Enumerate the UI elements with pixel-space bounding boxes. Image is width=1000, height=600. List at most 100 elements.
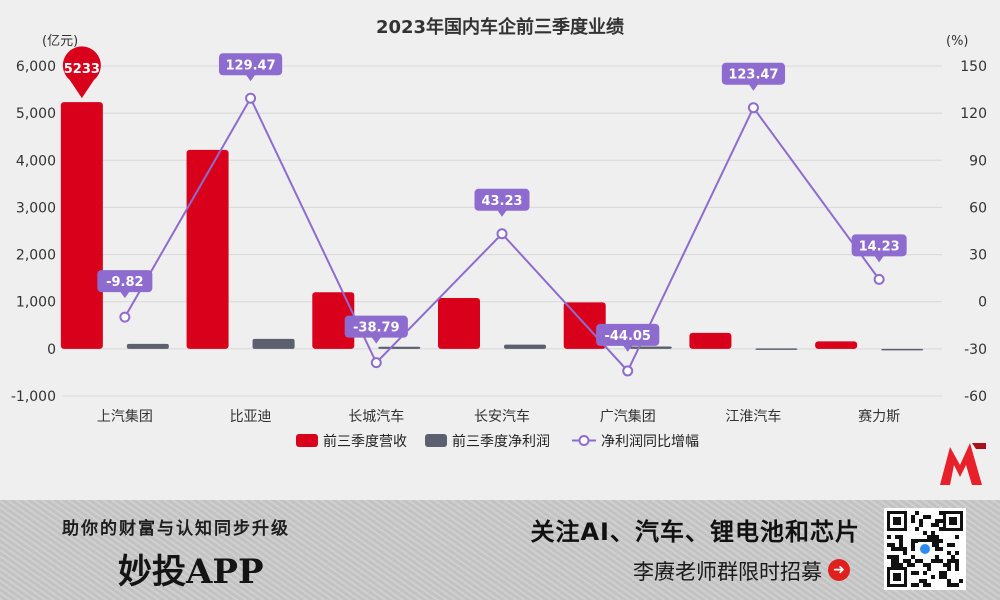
left-tick-label: 3,000	[16, 200, 56, 216]
right-tick-label: 150	[960, 59, 987, 75]
left-tick-label: 6,000	[16, 59, 56, 75]
right-tick-label: -30	[964, 342, 987, 358]
bars-layer	[60, 102, 924, 351]
data-label-pointer	[622, 344, 633, 352]
callout-layer: 5233	[62, 46, 101, 99]
line-layer	[119, 92, 885, 377]
data-label-box	[851, 234, 907, 257]
bar-revenue	[815, 341, 858, 349]
bar-revenue	[186, 149, 229, 349]
data-label-pointer	[245, 74, 256, 82]
bar-revenue	[312, 292, 355, 349]
data-label-box	[344, 315, 408, 338]
data-label-text: 43.23	[481, 194, 522, 209]
left-tick-label: 2,000	[16, 248, 56, 264]
category-label: 比亚迪	[230, 409, 272, 425]
data-label-text: 123.47	[728, 68, 778, 83]
bar-revenue	[689, 332, 732, 349]
legend-profit: 前三季度净利润	[452, 433, 550, 450]
right-tick-label: 30	[969, 248, 987, 264]
category-label: 广汽集团	[600, 408, 656, 425]
banner-slogan: 助你的财富与认知同步升级	[62, 519, 290, 539]
bar-net-profit	[252, 338, 295, 349]
growth-data-label: 14.23	[851, 234, 907, 263]
promo-banner: 助你的财富与认知同步升级 妙投APP 关注AI、汽车、锂电池和芯片 李赓老师群限…	[0, 500, 1000, 600]
right-tick-label: 120	[960, 106, 987, 122]
right-tick-label: 90	[969, 153, 987, 169]
growth-point	[370, 357, 382, 369]
left-tick-label: -1,000	[11, 389, 56, 405]
bar-net-profit	[378, 346, 421, 349]
growth-data-label: 123.47	[721, 62, 786, 91]
category-label: 赛力斯	[858, 409, 900, 425]
chart-svg: 2023年国内车企前三季度业绩 (亿元) (%) 6,000 5,000 4,000…	[11, 16, 987, 450]
right-tick-label: 0	[978, 295, 987, 311]
growth-data-label: -38.79	[344, 315, 408, 344]
legend-revenue: 前三季度营收	[323, 433, 407, 450]
bar-net-profit	[126, 343, 169, 349]
data-label-text: -9.82	[106, 275, 143, 290]
banner-app-name: 妙投APP	[118, 552, 264, 592]
chart-area: 2023年国内车企前三季度业绩 (亿元) (%) 6,000 5,000 4,000…	[0, 0, 1000, 500]
callout-pin	[62, 46, 101, 99]
category-label: 长安汽车	[474, 408, 530, 425]
right-axis-unit: (%)	[946, 34, 969, 49]
data-label-pointer	[874, 255, 885, 263]
category-label: 江淮汽车	[725, 408, 781, 425]
growth-point	[119, 311, 131, 323]
data-label-box	[474, 188, 530, 211]
data-label-text: -38.79	[353, 321, 400, 336]
bar-net-profit	[881, 348, 924, 351]
bar-revenue	[60, 102, 103, 349]
chart-title: 2023年国内车企前三季度业绩	[376, 16, 624, 38]
data-label-text: -44.05	[604, 329, 651, 344]
left-axis-ticks: 6,000 5,000 4,000 3,000 2,000 1,000 0 -1,000	[11, 59, 56, 405]
data-labels-layer: -9.82 129.47 -38.79 43.23 -44.05 123.47 14.23	[97, 53, 907, 352]
data-label-box	[97, 270, 153, 293]
right-tick-label: -60	[964, 389, 987, 405]
data-label-box	[218, 53, 283, 76]
left-tick-label: 0	[47, 342, 56, 358]
callout-text: 5233	[64, 62, 100, 77]
qr-code-icon[interactable]	[884, 508, 966, 590]
legend-growth: 净利润同比增幅	[601, 434, 699, 450]
category-labels: 上汽集团 比亚迪 长城汽车 长安汽车 广汽集团 江淮汽车 赛力斯	[97, 408, 900, 425]
growth-point	[496, 228, 508, 240]
growth-point	[622, 365, 634, 377]
legend-swatch-profit	[425, 434, 447, 447]
category-label: 长城汽车	[348, 408, 404, 425]
data-label-pointer	[119, 291, 130, 299]
growth-data-label: 43.23	[474, 188, 530, 217]
data-label-text: 129.47	[225, 58, 275, 73]
bar-net-profit	[755, 348, 798, 350]
legend: 前三季度营收 前三季度净利润 净利润同比增幅	[296, 433, 699, 450]
growth-data-label: 129.47	[218, 53, 283, 82]
data-label-pointer	[748, 83, 759, 91]
left-tick-label: 5,000	[16, 106, 56, 122]
m-logo-icon	[940, 443, 986, 485]
left-tick-label: 1,000	[16, 295, 56, 311]
growth-point	[747, 102, 759, 114]
data-label-pointer	[497, 209, 507, 217]
arrow-right-icon[interactable]: ➜	[828, 559, 850, 581]
data-label-box	[596, 323, 660, 346]
data-label-pointer	[371, 336, 382, 344]
growth-data-label: -44.05	[596, 323, 660, 352]
bar-net-profit	[629, 346, 672, 349]
banner-follow-text: 关注AI、汽车、锂电池和芯片	[530, 518, 860, 546]
data-label-box	[721, 62, 786, 85]
data-label-text: 14.23	[859, 239, 900, 254]
bar-net-profit	[504, 344, 546, 349]
revenue-callout: 5233	[62, 46, 101, 99]
left-tick-label: 4,000	[16, 153, 56, 169]
right-tick-label: 60	[969, 200, 987, 216]
bar-revenue	[438, 297, 480, 349]
category-label: 上汽集团	[97, 408, 153, 425]
legend-swatch-revenue	[296, 434, 318, 447]
legend-marker-growth	[578, 435, 590, 446]
growth-point	[873, 273, 885, 285]
left-axis-unit: (亿元)	[42, 34, 78, 49]
banner-recruit-text: 李赓老师群限时招募	[633, 560, 822, 584]
growth-data-label: -9.82	[97, 270, 153, 299]
growth-point	[245, 92, 257, 104]
